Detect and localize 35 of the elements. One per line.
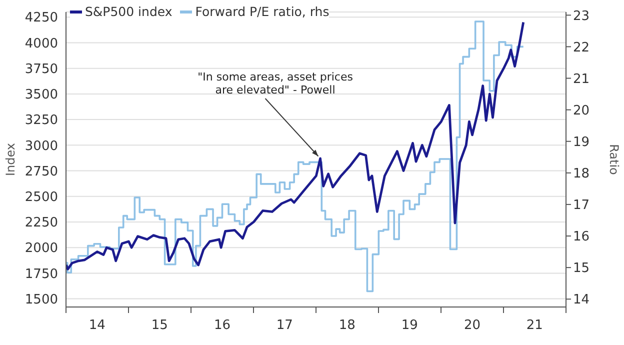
y-axis-title: Index — [3, 142, 18, 176]
y-tick-label: 4000 — [24, 36, 58, 52]
legend-label: Forward P/E ratio, rhs — [195, 4, 330, 19]
y-tick-label: 3500 — [24, 88, 58, 103]
x-tick-label: 19 — [401, 318, 418, 333]
y2-axis-title: Ratio — [607, 144, 621, 175]
y2-tick-label: 19 — [573, 134, 590, 150]
annotation: "In some areas, asset prices are elevated" - Powell — [198, 70, 354, 96]
y2-tick-label: 14 — [573, 292, 590, 308]
x-tick-label: 17 — [276, 318, 293, 333]
y-tick-label: 2250 — [24, 216, 58, 231]
y2-tick-label: 22 — [573, 40, 590, 56]
y-tick-label: 2750 — [24, 164, 58, 180]
y2-tick-label: 23 — [573, 8, 590, 24]
y2-tick-label: 17 — [573, 198, 590, 214]
y2-tick-label: 20 — [573, 103, 590, 118]
x-tick-label: 20 — [464, 318, 481, 333]
y2-tick-label: 16 — [573, 230, 590, 245]
y-tick-label: 3750 — [24, 62, 58, 77]
x-tick-label: 14 — [88, 318, 106, 333]
y2-tick-label: 21 — [573, 72, 590, 87]
y-tick-label: 3000 — [24, 138, 58, 154]
y2-tick-label: 15 — [573, 261, 590, 276]
y-tick-label: 2500 — [24, 190, 58, 205]
y-tick-label: 1750 — [24, 266, 58, 282]
y-tick-label: 3250 — [24, 113, 58, 128]
legend-label: S&P500 index — [85, 4, 172, 19]
x-tick-label: 18 — [338, 318, 356, 333]
y-tick-label: 4250 — [24, 10, 58, 26]
y2-tick-label: 18 — [573, 166, 590, 182]
x-tick-label: 21 — [526, 318, 543, 333]
x-tick-label: 15 — [151, 318, 168, 333]
y-tick-label: 2000 — [24, 241, 58, 256]
x-tick-label: 16 — [214, 318, 231, 333]
y-tick-label: 1500 — [24, 292, 58, 308]
